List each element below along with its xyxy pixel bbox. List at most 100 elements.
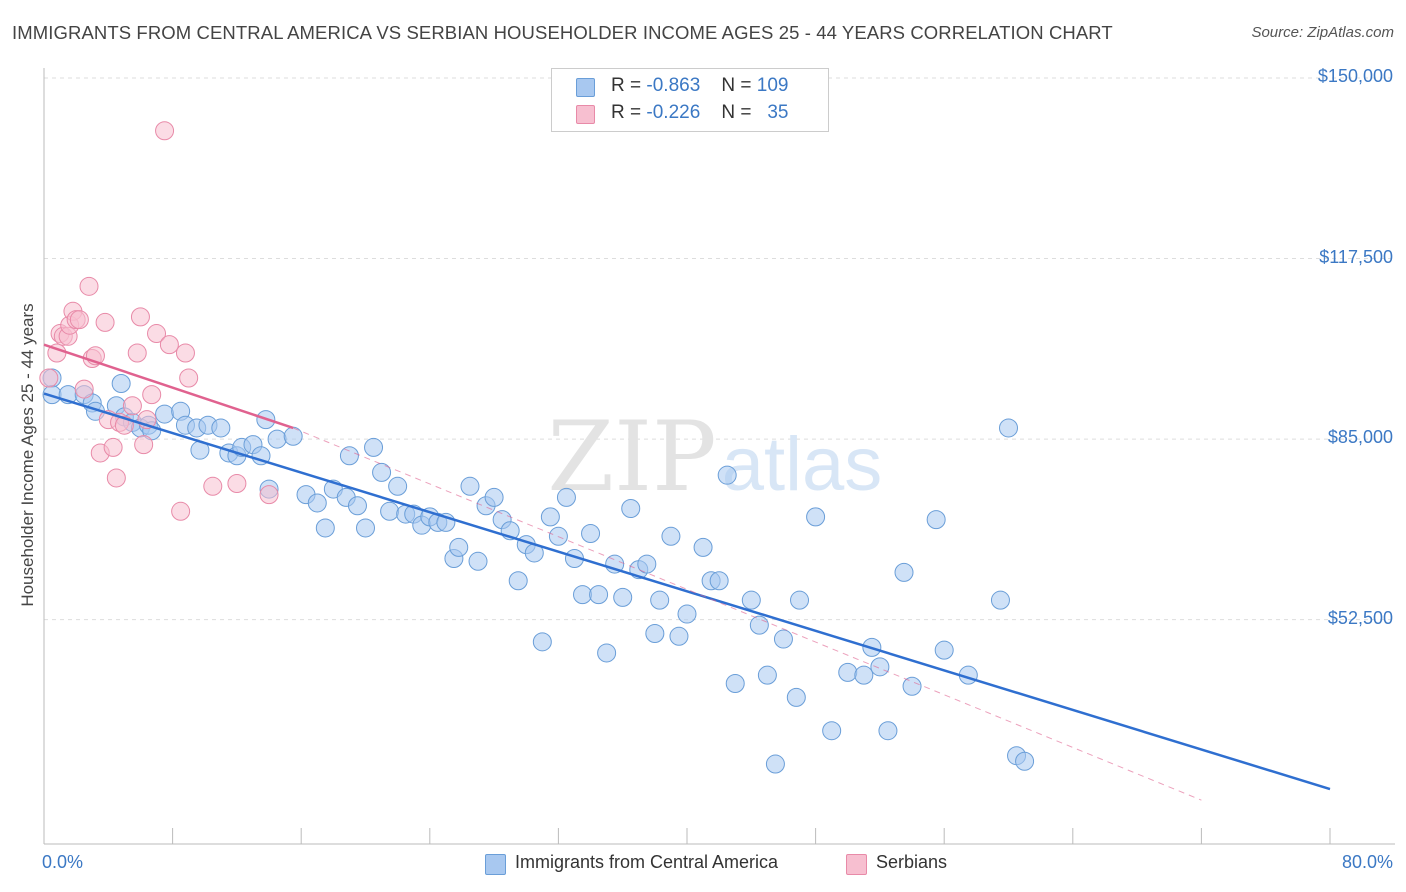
point-central-america [267, 429, 287, 449]
point-central-america [749, 615, 769, 635]
point-central-america [926, 510, 946, 530]
y-tick-label: $150,000 [1317, 66, 1393, 86]
legend-n-label: N = [721, 75, 752, 96]
point-central-america [838, 662, 858, 682]
point-central-america [597, 643, 617, 663]
point-central-america [765, 754, 785, 774]
point-central-america [669, 626, 689, 646]
point-central-america [380, 501, 400, 521]
point-serbians [106, 468, 126, 488]
point-serbians [103, 437, 123, 457]
legend-r-label: R = [611, 102, 642, 123]
point-central-america [878, 721, 898, 741]
point-central-america [621, 499, 641, 519]
point-central-america [372, 462, 392, 482]
point-central-america [460, 476, 480, 496]
bottom-legend-swatch-blue [485, 854, 506, 875]
point-central-america [645, 624, 665, 644]
point-central-america [934, 640, 954, 660]
point-central-america [773, 629, 793, 649]
point-serbians [95, 312, 115, 332]
point-central-america [449, 537, 469, 557]
y-tick-label: $52,500 [1327, 607, 1393, 628]
legend-r-label: R = [611, 75, 642, 96]
point-central-america [581, 524, 601, 544]
point-central-america [822, 721, 842, 741]
legend-n-value: 109 [756, 75, 789, 96]
point-central-america [757, 665, 777, 685]
point-central-america [790, 590, 810, 610]
point-central-america [1015, 751, 1035, 771]
point-central-america [661, 526, 681, 546]
bottom-legend-label: Serbians [876, 852, 948, 872]
point-serbians [142, 385, 162, 405]
point-central-america [339, 446, 359, 466]
point-central-america [155, 404, 175, 424]
point-central-america [315, 518, 335, 538]
point-serbians [179, 368, 199, 388]
bottom-legend-swatch-pink [846, 854, 867, 875]
point-serbians [155, 121, 175, 141]
legend-swatch-blue [576, 78, 595, 97]
watermark-zip: ZIP [547, 401, 716, 513]
watermark-atlas: atlas [722, 422, 883, 507]
chart-source: Source: ZipAtlas.com [1251, 24, 1394, 41]
point-central-america [347, 496, 367, 516]
y-axis-label: Householder Income Ages 25 - 44 years [18, 303, 37, 607]
legend-r-value: -0.863 [646, 75, 701, 96]
point-central-america [556, 487, 576, 507]
chart-title: IMMIGRANTS FROM CENTRAL AMERICA VS SERBI… [12, 22, 1113, 43]
point-central-america [902, 676, 922, 696]
point-central-america [999, 418, 1018, 438]
point-serbians [147, 324, 167, 344]
trendline-serbians [43, 343, 294, 430]
point-central-america [854, 665, 874, 685]
point-central-america [283, 426, 303, 446]
point-central-america [677, 604, 697, 624]
point-central-america [806, 507, 826, 527]
point-central-america [709, 571, 729, 591]
trendline-central-america [43, 392, 1331, 791]
point-central-america [540, 507, 560, 527]
point-central-america [693, 537, 713, 557]
point-serbians [259, 485, 279, 505]
point-central-america [725, 673, 745, 693]
point-central-america [894, 562, 914, 582]
point-serbians [203, 476, 223, 496]
point-central-america [211, 418, 231, 438]
point-central-america [573, 585, 593, 605]
point-central-america [532, 632, 552, 652]
point-central-america [741, 590, 761, 610]
point-central-america [111, 374, 131, 394]
point-serbians [39, 368, 59, 388]
point-serbians [175, 343, 195, 363]
legend-n-label: N = [721, 102, 752, 123]
point-serbians [130, 307, 150, 327]
point-central-america [613, 587, 633, 607]
point-central-america [786, 687, 806, 707]
point-central-america [356, 518, 375, 538]
x-tick-label-min: 0.0% [42, 852, 84, 872]
point-central-america [307, 493, 327, 513]
point-serbians [127, 343, 147, 363]
point-central-america [251, 446, 271, 466]
point-central-america [870, 657, 890, 677]
y-tick-label: $85,000 [1327, 427, 1393, 448]
point-serbians [227, 474, 247, 494]
legend-r-value: -0.226 [646, 102, 701, 123]
point-serbians [171, 501, 191, 521]
point-serbians [74, 379, 94, 399]
point-central-america [508, 571, 528, 591]
legend-n-value: 35 [767, 102, 789, 123]
point-central-america [589, 585, 609, 605]
correlation-legend: R = -0.863 N = 109 R = -0.226 N = 35 [551, 68, 829, 132]
trendline-serbians-extension [292, 427, 1202, 801]
bottom-legend-label: Immigrants from Central America [515, 852, 779, 872]
point-serbians [159, 335, 179, 355]
point-central-america [468, 551, 488, 571]
point-central-america [650, 590, 670, 610]
point-serbians [134, 435, 154, 455]
legend-swatch-pink [576, 105, 595, 124]
point-serbians [122, 396, 142, 416]
